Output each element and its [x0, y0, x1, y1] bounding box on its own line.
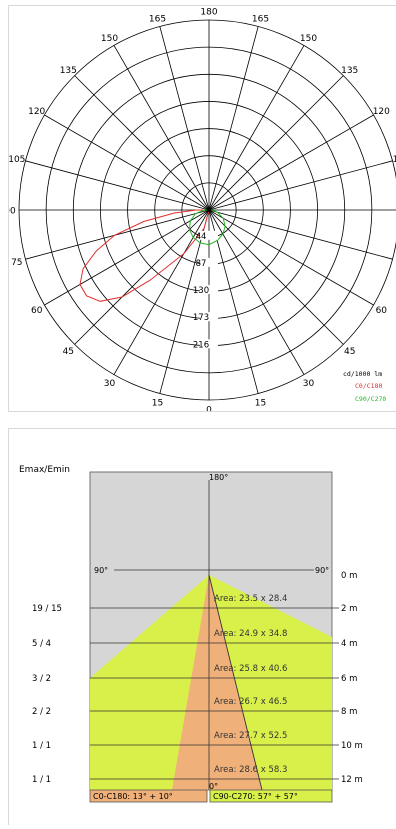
polar-angle-label: 60 — [31, 306, 43, 316]
polar-angle-label: 30 — [303, 379, 315, 389]
polar-spoke — [208, 26, 259, 211]
bottom-angle-label: 0° — [209, 782, 218, 791]
legend-c0-c180: C0/C180 — [355, 382, 382, 390]
emax-emin-ratio: 1 / 1 — [32, 775, 51, 785]
radial-tick-bg — [200, 230, 218, 240]
polar-angle-label: 120 — [373, 107, 390, 117]
top-angle-label: 180° — [209, 473, 228, 482]
polar-spoke — [208, 209, 374, 306]
legend-c0-text: C0-C180: 13° + 10° — [93, 792, 173, 801]
height-label: 10 m — [341, 741, 363, 751]
radial-tick-bg — [200, 285, 218, 295]
units-label: cd/1000 lm — [343, 370, 382, 378]
legend-c0-bar — [89, 789, 208, 803]
height-label: 2 m — [341, 604, 357, 614]
polar-diagram: 1801651501351201059075604530150153045607… — [4, 8, 396, 416]
emax-emin-ratio: 19 / 15 — [32, 604, 62, 614]
c0-c180-curve — [79, 209, 210, 302]
emax-emin-ratio: 5 / 4 — [32, 639, 51, 649]
polar-angle-label: 60 — [376, 306, 388, 316]
radial-tick-label: 87 — [196, 259, 207, 269]
height-label: 6 m — [341, 674, 357, 684]
polar-spoke — [208, 114, 374, 211]
cone-diagram: Emax/Emin 180° 0° 90° 90° 0 m 19 / 15 Area: 23… — [19, 465, 363, 803]
emax-emin-ratio: 1 / 1 — [32, 741, 51, 751]
c0-edge-line — [208, 574, 263, 791]
polar-spoke — [208, 209, 305, 375]
polar-spoke — [208, 160, 393, 211]
polar-angle-label: 150 — [300, 34, 317, 44]
emax-emin-ratio: 3 / 2 — [32, 674, 51, 684]
c0-c180-field — [172, 575, 262, 790]
polar-spoke — [208, 45, 305, 211]
polar-angle-label: 30 — [104, 379, 116, 389]
area-label: Area: 23.5 x 28.4 — [214, 594, 287, 604]
polar-angle-label: 75 — [11, 258, 22, 268]
height-label: 4 m — [341, 639, 357, 649]
radial-tick-bg — [200, 312, 218, 322]
polar-angle-label: 15 — [255, 399, 266, 409]
area-label: Area: 25.8 x 40.6 — [214, 664, 287, 674]
height-label: 12 m — [341, 775, 363, 785]
polar-spoke — [74, 209, 210, 345]
emax-emin-ratio: 2 / 2 — [32, 707, 51, 717]
polar-angle-label: 165 — [252, 14, 269, 24]
radial-tick-bg — [200, 339, 218, 349]
height-label: 8 m — [341, 707, 357, 717]
polar-angle-label: 90 — [9, 207, 16, 217]
polar-angle-label: 45 — [63, 347, 74, 357]
polar-diagram-panel: 1801651501351201059075604530150153045607… — [4, 5, 396, 416]
legend-c90-text: C90-C270: 57° + 57° — [213, 792, 298, 801]
height-label: 0 m — [341, 571, 357, 581]
area-label: Area: 24.9 x 34.8 — [214, 629, 287, 639]
radial-tick-label: 216 — [193, 340, 209, 350]
polar-spoke — [44, 209, 210, 306]
polar-spoke — [159, 26, 210, 211]
polar-spoke — [159, 209, 210, 394]
area-label: Area: 27.7 x 52.5 — [214, 731, 287, 741]
polar-spoke — [44, 114, 210, 211]
polar-center — [207, 208, 211, 212]
polar-angle-label: 105 — [9, 155, 25, 165]
polar-angle-label: 165 — [149, 14, 166, 24]
polar-spoke — [25, 160, 210, 211]
right-angle-label: 90° — [315, 566, 329, 575]
polar-angle-label: 0 — [206, 406, 212, 412]
emax-emin-label: Emax/Emin — [19, 465, 70, 475]
radial-tick-bg — [200, 257, 218, 267]
c90-c270-curve — [188, 209, 226, 246]
legend-c90-c270: C90/C270 — [355, 395, 386, 403]
polar-angle-label: 15 — [152, 399, 163, 409]
polar-spoke — [208, 75, 344, 211]
polar-spoke — [208, 209, 344, 345]
cone-diagram-panel: Emax/Emin 180° 0° 90° 90° 0 m 19 / 15 Area: 23… — [8, 428, 396, 825]
area-label: Area: 28.6 x 58.3 — [214, 765, 287, 775]
area-label: Area: 26.7 x 46.5 — [214, 697, 287, 707]
polar-angle-label: 180 — [200, 8, 217, 18]
polar-angle-label: 120 — [28, 107, 45, 117]
legend-c90-bar — [209, 789, 333, 803]
polar-spoke — [25, 209, 210, 260]
radial-tick-label: 130 — [193, 286, 209, 296]
radial-tick-label: 173 — [193, 313, 209, 323]
polar-spoke — [74, 75, 210, 211]
polar-angle-label: 135 — [341, 66, 358, 76]
radial-tick-label: 44 — [196, 232, 207, 242]
polar-angle-label: 45 — [344, 347, 355, 357]
polar-angle-label: 135 — [60, 66, 77, 76]
polar-angle-label: 105 — [393, 155, 396, 165]
polar-spoke — [113, 45, 210, 211]
left-angle-label: 90° — [94, 566, 108, 575]
polar-angle-label: 150 — [101, 34, 118, 44]
polar-spoke — [208, 209, 393, 260]
